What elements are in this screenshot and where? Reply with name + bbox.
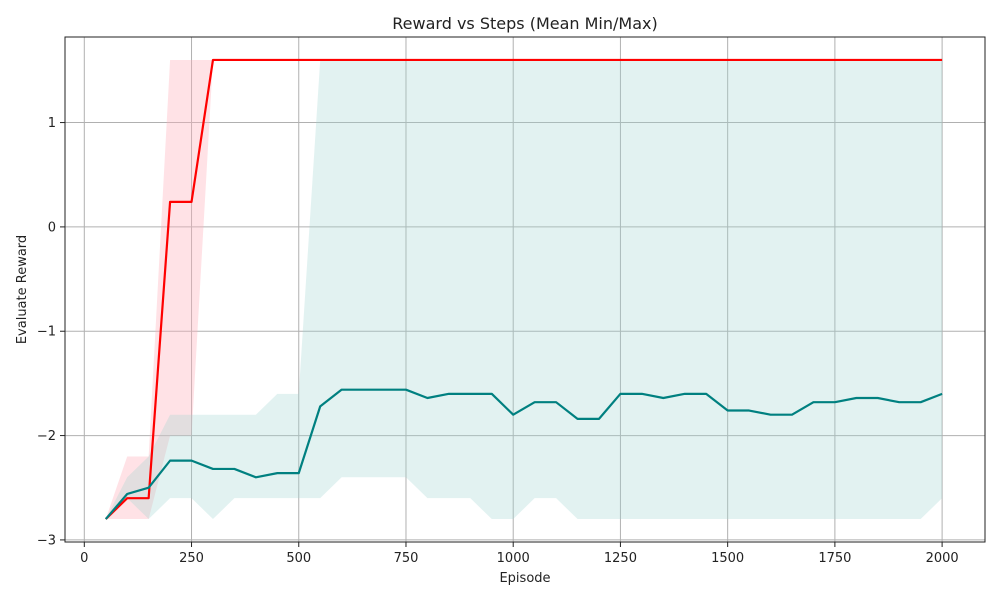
x-tick-label: 500 — [286, 551, 311, 566]
min-max-bands — [105, 59, 943, 520]
y-tick-label: −3 — [37, 533, 56, 548]
y-axis-label: Evaluate Reward — [15, 235, 30, 344]
x-tick-label: 2000 — [926, 551, 959, 566]
series-2-min-max-band — [105, 59, 943, 520]
series-1-min-max-band — [105, 59, 943, 520]
series-2-mean-line — [104, 388, 943, 520]
y-tick-label: −2 — [37, 429, 56, 444]
chart-title: Reward vs Steps (Mean Min/Max) — [392, 14, 657, 33]
x-axis-label: Episode — [499, 571, 550, 586]
x-tick-label: 750 — [394, 551, 419, 566]
x-tick-label: 250 — [179, 551, 204, 566]
x-tick-label: 1750 — [818, 551, 851, 566]
y-tick-label: −1 — [37, 325, 56, 340]
series-1-mean-line — [104, 58, 943, 520]
mean-lines — [104, 58, 943, 520]
y-tick-label: 0 — [48, 220, 56, 235]
axes-frame — [64, 36, 986, 543]
grid — [65, 37, 985, 542]
x-tick-label: 0 — [80, 551, 88, 566]
y-tick-label: 1 — [48, 116, 56, 131]
x-tick-label: 1500 — [711, 551, 744, 566]
x-tick-label: 1000 — [497, 551, 530, 566]
y-axis-ticks: −3 −2 −1 0 1 — [37, 116, 65, 548]
x-axis-ticks: 0 250 500 750 1000 1250 1500 1750 2000 — [80, 542, 959, 566]
x-tick-label: 1250 — [604, 551, 637, 566]
